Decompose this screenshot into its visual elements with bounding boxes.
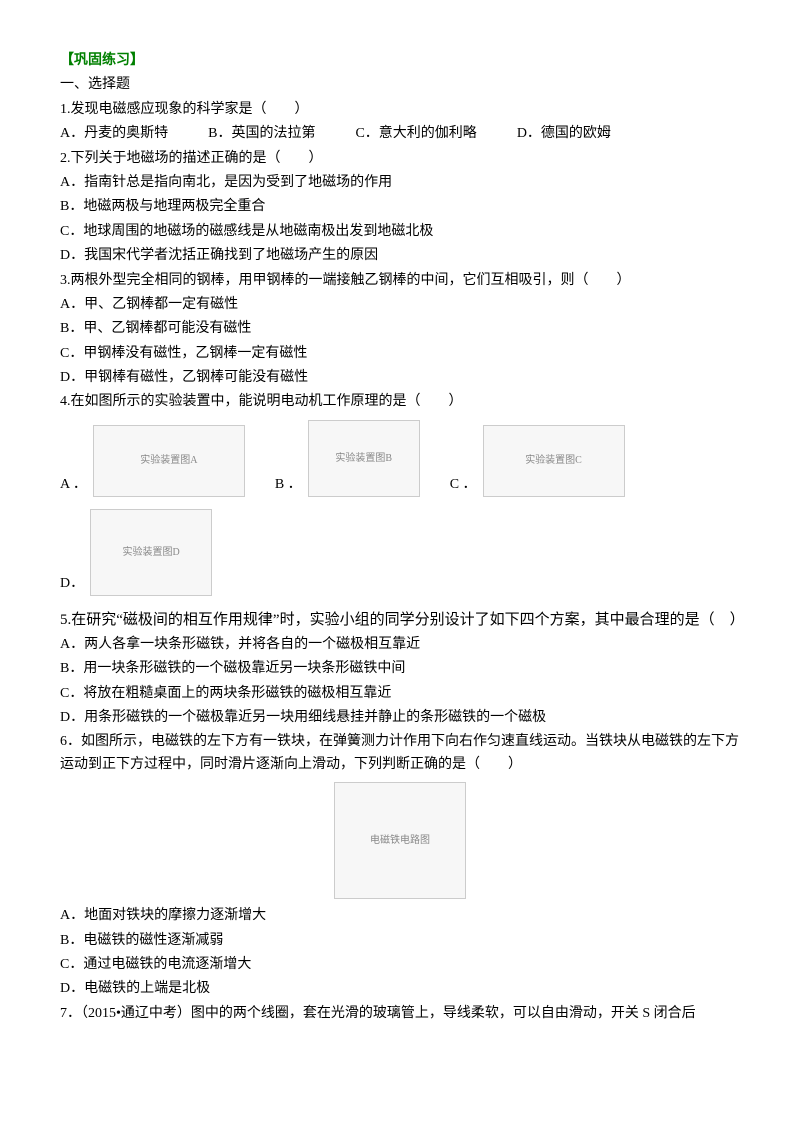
q1-option-a: A．丹麦的奥斯特 bbox=[60, 123, 168, 145]
q2-option-b: B．地磁两极与地理两极完全重合 bbox=[60, 196, 740, 218]
q3-option-a: A．甲、乙钢棒都一定有磁性 bbox=[60, 294, 740, 316]
q1-stem: 1.发现电磁感应现象的科学家是（ ） bbox=[60, 99, 740, 121]
q5-option-a: A．两人各拿一块条形磁铁，并将各自的一个磁极相互靠近 bbox=[60, 634, 740, 656]
q5-option-c: C．将放在粗糙桌面上的两块条形磁铁的磁极相互靠近 bbox=[60, 683, 740, 705]
q6-option-b: B．电磁铁的磁性逐渐减弱 bbox=[60, 930, 740, 952]
q3-option-c: C．甲钢棒没有磁性，乙钢棒一定有磁性 bbox=[60, 343, 740, 365]
q2-option-d: D．我国宋代学者沈括正确找到了地磁场产生的原因 bbox=[60, 245, 740, 267]
q4-figure-b: 实验装置图B bbox=[308, 420, 420, 497]
q4-figure-row-2: D． 实验装置图D bbox=[60, 509, 740, 602]
q4-figure-row-1: A ． 实验装置图A B ． 实验装置图B C ． 实验装置图C bbox=[60, 420, 740, 503]
q4-label-b: B ． bbox=[275, 474, 302, 496]
q6-figure-wrap: 电磁铁电路图 bbox=[60, 782, 740, 899]
q4-label-d: D． bbox=[60, 573, 84, 595]
q1-options: A．丹麦的奥斯特 B．英国的法拉第 C．意大利的伽利略 D．德国的欧姆 bbox=[60, 123, 740, 145]
q6-option-c: C．通过电磁铁的电流逐渐增大 bbox=[60, 954, 740, 976]
q4-figure-c: 实验装置图C bbox=[483, 425, 625, 497]
q6-option-a: A．地面对铁块的摩擦力逐渐增大 bbox=[60, 905, 740, 927]
q2-option-c: C．地球周围的地磁场的磁感线是从地磁南极出发到地磁北极 bbox=[60, 221, 740, 243]
q1-option-c: C．意大利的伽利略 bbox=[355, 123, 476, 145]
q4-stem: 4.在如图所示的实验装置中，能说明电动机工作原理的是（ ） bbox=[60, 391, 740, 413]
q7-stem: 7．（2015•通辽中考）图中的两个线圈，套在光滑的玻璃管上，导线柔软，可以自由… bbox=[60, 1003, 740, 1025]
q5-stem: 5.在研究“磁极间的相互作用规律”时，实验小组的同学分别设计了如下四个方案，其中… bbox=[60, 608, 740, 632]
q4-label-a: A ． bbox=[60, 474, 87, 496]
q6-option-d: D．电磁铁的上端是北极 bbox=[60, 978, 740, 1000]
q2-option-a: A．指南针总是指向南北，是因为受到了地磁场的作用 bbox=[60, 172, 740, 194]
q4-label-c: C ． bbox=[450, 474, 477, 496]
page-title: 【巩固练习】 bbox=[60, 50, 740, 72]
q4-figure-a: 实验装置图A bbox=[93, 425, 245, 497]
section-heading: 一、选择题 bbox=[60, 74, 740, 96]
q2-stem: 2.下列关于地磁场的描述正确的是（ ） bbox=[60, 148, 740, 170]
q4-figure-d: 实验装置图D bbox=[90, 509, 212, 596]
q3-stem: 3.两根外型完全相同的钢棒，用甲钢棒的一端接触乙钢棒的中间，它们互相吸引，则（ … bbox=[60, 270, 740, 292]
q5-option-d: D．用条形磁铁的一个磁极靠近另一块用细线悬挂并静止的条形磁铁的一个磁极 bbox=[60, 707, 740, 729]
q1-option-b: B．英国的法拉第 bbox=[208, 123, 315, 145]
q6-stem: 6．如图所示，电磁铁的左下方有一铁块，在弹簧测力计作用下向右作匀速直线运动。当铁… bbox=[60, 731, 740, 776]
q1-option-d: D．德国的欧姆 bbox=[517, 123, 611, 145]
q6-figure: 电磁铁电路图 bbox=[334, 782, 466, 899]
q3-option-b: B．甲、乙钢棒都可能没有磁性 bbox=[60, 318, 740, 340]
q3-option-d: D．甲钢棒有磁性，乙钢棒可能没有磁性 bbox=[60, 367, 740, 389]
q5-option-b: B．用一块条形磁铁的一个磁极靠近另一块条形磁铁中间 bbox=[60, 658, 740, 680]
